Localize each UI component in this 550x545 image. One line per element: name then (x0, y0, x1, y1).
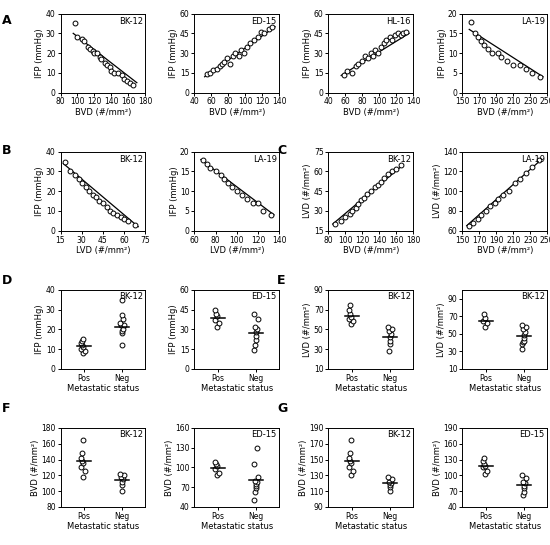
Y-axis label: BVD (#/mm²): BVD (#/mm²) (31, 439, 40, 495)
Y-axis label: BVD (#/mm²): BVD (#/mm²) (165, 439, 174, 495)
Text: HL-16: HL-16 (386, 17, 411, 26)
X-axis label: Metastatic status: Metastatic status (469, 384, 541, 393)
Y-axis label: LVD (#/mm²): LVD (#/mm²) (437, 302, 447, 356)
Text: ED-15: ED-15 (251, 431, 277, 439)
Y-axis label: IFP (mmHg): IFP (mmHg) (36, 166, 45, 216)
X-axis label: Metastatic status: Metastatic status (469, 522, 541, 531)
Text: A: A (2, 14, 12, 27)
X-axis label: BVD (#/mm²): BVD (#/mm²) (477, 246, 533, 255)
Text: E: E (277, 274, 285, 287)
Text: G: G (277, 402, 288, 415)
Y-axis label: LVD (#/mm²): LVD (#/mm²) (304, 302, 312, 356)
Text: LA-19: LA-19 (521, 17, 544, 26)
X-axis label: BVD (#/mm²): BVD (#/mm²) (477, 108, 533, 117)
X-axis label: Metastatic status: Metastatic status (67, 522, 139, 531)
X-axis label: Metastatic status: Metastatic status (201, 522, 273, 531)
Text: BK-12: BK-12 (387, 292, 411, 301)
Text: BK-12: BK-12 (387, 155, 411, 164)
Text: ED-15: ED-15 (251, 292, 277, 301)
Text: BK-12: BK-12 (119, 431, 143, 439)
Y-axis label: LVD (#/mm²): LVD (#/mm²) (304, 164, 312, 219)
Text: BK-12: BK-12 (387, 431, 411, 439)
Text: BK-12: BK-12 (119, 17, 143, 26)
Text: C: C (277, 144, 287, 158)
X-axis label: LVD (#/mm²): LVD (#/mm²) (76, 246, 130, 255)
Text: BK-12: BK-12 (119, 292, 143, 301)
Y-axis label: IFP (mmHg): IFP (mmHg) (438, 28, 447, 78)
Y-axis label: BVD (#/mm²): BVD (#/mm²) (299, 439, 307, 495)
X-axis label: BVD (#/mm²): BVD (#/mm²) (208, 108, 265, 117)
X-axis label: BVD (#/mm²): BVD (#/mm²) (343, 246, 399, 255)
Text: D: D (2, 274, 13, 287)
Text: BK-12: BK-12 (521, 292, 544, 301)
Text: LA-19: LA-19 (253, 155, 277, 164)
Text: ED-15: ED-15 (519, 431, 544, 439)
Y-axis label: BVD (#/mm²): BVD (#/mm²) (433, 439, 442, 495)
X-axis label: Metastatic status: Metastatic status (335, 522, 407, 531)
Y-axis label: IFP (mmHg): IFP (mmHg) (169, 166, 179, 216)
X-axis label: Metastatic status: Metastatic status (335, 384, 407, 393)
Text: LA-19: LA-19 (521, 155, 544, 164)
Y-axis label: IFP (mmHg): IFP (mmHg) (36, 305, 45, 354)
Text: BK-12: BK-12 (119, 155, 143, 164)
Text: ED-15: ED-15 (251, 17, 277, 26)
Y-axis label: IFP (mmHg): IFP (mmHg) (169, 305, 179, 354)
X-axis label: BVD (#/mm²): BVD (#/mm²) (75, 108, 131, 117)
Y-axis label: IFP (mmHg): IFP (mmHg) (36, 28, 45, 78)
X-axis label: Metastatic status: Metastatic status (201, 384, 273, 393)
Y-axis label: IFP (mmHg): IFP (mmHg) (304, 28, 312, 78)
Text: B: B (2, 144, 12, 158)
Text: F: F (2, 402, 10, 415)
X-axis label: BVD (#/mm²): BVD (#/mm²) (343, 108, 399, 117)
X-axis label: LVD (#/mm²): LVD (#/mm²) (210, 246, 264, 255)
Y-axis label: LVD (#/mm²): LVD (#/mm²) (433, 164, 442, 219)
Y-axis label: IFP (mmHg): IFP (mmHg) (169, 28, 179, 78)
X-axis label: Metastatic status: Metastatic status (67, 384, 139, 393)
